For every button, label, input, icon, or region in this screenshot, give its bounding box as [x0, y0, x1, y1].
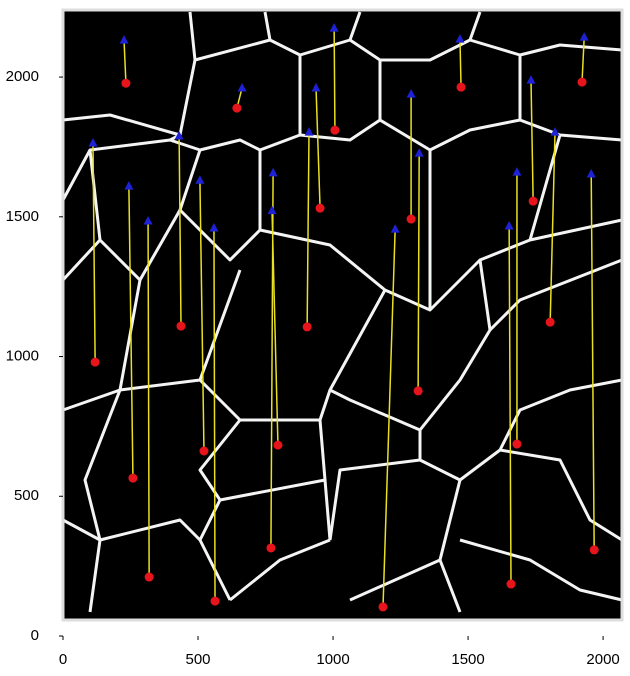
track-start	[91, 358, 100, 367]
track-start	[414, 386, 423, 395]
track-start	[273, 441, 282, 450]
x-tick-label: 0	[59, 651, 67, 668]
track-start	[407, 215, 416, 224]
track-start	[529, 197, 538, 206]
x-tick-label: 1000	[316, 651, 349, 668]
track-start	[121, 79, 130, 88]
track-start	[578, 78, 587, 87]
track-start	[546, 318, 555, 327]
track-start	[145, 573, 154, 582]
track-start	[303, 322, 312, 331]
x-tick-label: 1500	[451, 651, 484, 668]
y-tick-label: 2000	[6, 68, 39, 85]
track-start	[177, 322, 186, 331]
track-start	[507, 580, 516, 589]
track-start	[330, 126, 339, 135]
track	[334, 28, 335, 130]
y-tick-label: 1500	[6, 208, 39, 225]
track-start	[590, 545, 599, 554]
page: {"chart_data": {"type": "tracks", "xlim"…	[0, 0, 630, 676]
track-start	[316, 204, 325, 213]
x-tick-label: 500	[186, 651, 211, 668]
track-start	[457, 83, 466, 92]
x-tick-label: 2000	[586, 651, 619, 668]
chart: 0 500 1000 1500 2000 0 500 1000 1500 2000	[0, 0, 630, 676]
y-tick-label: 1000	[6, 348, 39, 365]
track-start	[232, 104, 241, 113]
track-start	[379, 602, 388, 611]
track-start	[211, 597, 220, 606]
track-start	[266, 543, 275, 552]
track-start	[128, 474, 137, 483]
y-tick-label: 0	[31, 627, 39, 644]
y-tick-label: 500	[14, 487, 39, 504]
track-start	[512, 440, 521, 449]
track-start	[199, 446, 208, 455]
